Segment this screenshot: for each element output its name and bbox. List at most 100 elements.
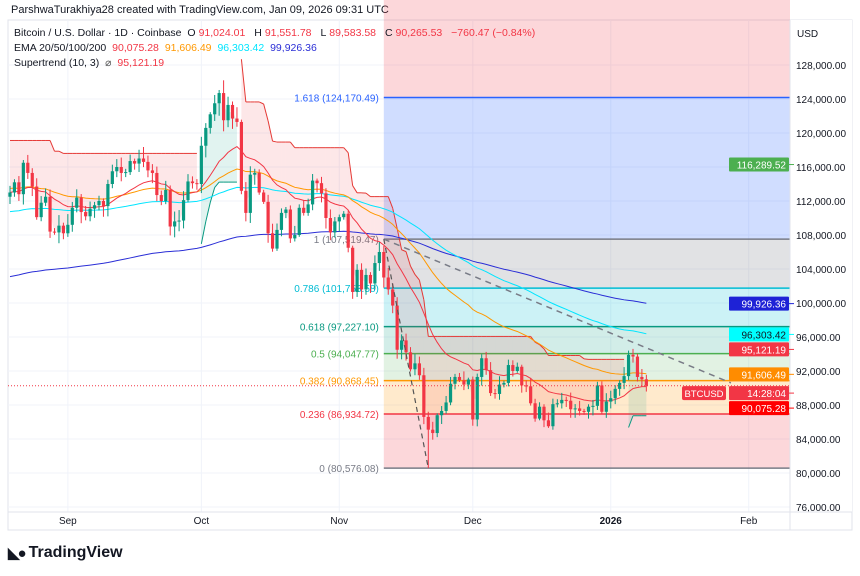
candle-body [542,406,546,421]
price-tick: 76,000.00 [796,503,841,514]
fib-band-1.618 [383,97,790,240]
change-value: −760.47 (−0.84%) [451,27,536,39]
supertrend-fill [428,336,433,432]
ema-row[interactable]: EMA 20/50/100/200 90,075.28 91,606.49 96… [14,41,538,56]
candle-body [284,209,288,213]
candle [586,404,591,419]
candle [533,398,537,422]
supertrend-fill [410,266,415,367]
candle [133,158,137,170]
eye-slash-icon[interactable]: ⌀ [105,57,112,69]
candle-body [377,252,381,264]
candle [66,214,70,237]
candle [159,190,163,206]
candle [257,169,261,195]
candle-body [79,197,83,213]
price-tick: 92,000.00 [796,367,841,378]
candle [355,264,359,297]
candle-body [337,217,341,222]
candle [604,393,608,418]
fib-zone-above [383,0,790,98]
fib-band-0.786 [383,288,790,327]
supertrend-line-segment [258,101,264,105]
candle [52,228,57,235]
supertrend-line-segment [209,187,216,203]
candle-body [181,200,186,221]
candle-body [395,305,399,350]
ema200-value: 99,926.36 [270,42,317,54]
supertrend-fill [214,98,220,188]
symbol-title[interactable]: Bitcoin / U.S. Dollar · 1D · Coinbase [14,27,182,39]
price-label-bg [729,386,789,401]
supertrend-fill [210,108,215,203]
candle-body [177,220,181,222]
candle [551,398,555,430]
candle [35,178,39,220]
supertrend-fill [575,355,580,410]
candle [578,400,582,416]
supertrend-line-segment [414,274,420,281]
price-tick: 88,000.00 [796,401,841,412]
candle-body [222,93,226,121]
candle [48,189,52,238]
candle-body [159,195,163,201]
candle-body [373,263,377,284]
price-label-bg [729,157,789,172]
candle [457,372,462,383]
tradingview-logo[interactable]: ◣● TradingView [8,544,123,562]
candle-body [413,363,417,370]
candle-body [457,376,462,381]
supertrend-fill [499,336,504,390]
candle [293,225,297,242]
candle [542,404,546,428]
low-label: L [320,27,327,39]
price-label: 99,926.36 [742,300,787,311]
candle [208,112,212,134]
candle [39,196,43,222]
price-label-bg [729,401,789,416]
candle-body [551,404,555,427]
supertrend-fill [406,251,411,361]
candle [311,174,315,211]
candle [217,89,221,116]
supertrend-fill [10,140,15,195]
supertrend-fill [544,348,549,424]
candle [631,348,635,363]
candle-body [644,379,648,386]
candle-body [453,376,457,384]
candle-body [618,382,622,389]
supertrend-fill [205,121,211,222]
candle [444,396,448,414]
supertrend-line-segment [392,208,398,229]
candle-body [364,274,368,290]
candle [573,404,577,418]
candle [306,198,310,216]
supertrend-fill [54,151,59,233]
candle-body [328,218,332,233]
price-tick: 96,000.00 [796,333,841,344]
candle-body [435,415,439,434]
candle-body [106,184,110,207]
candle [17,176,21,201]
candle-body [515,366,519,371]
candle [21,159,25,205]
price-tick: 104,000.00 [796,265,846,276]
supertrend-fill [343,147,349,231]
candle [137,149,141,172]
supertrend-fill [281,142,286,222]
candle [239,119,243,195]
candle [591,399,595,416]
candle-body [582,410,586,412]
candle [26,154,30,179]
supertrend-line-segment [214,181,220,188]
supertrend-row[interactable]: Supertrend (10, 3) ⌀ 95,121.19 [14,56,538,71]
candle [497,376,502,400]
candle [502,380,506,388]
candle [164,180,168,205]
brand-name: TradingView [28,544,123,561]
candle [413,354,417,376]
fib-band-0.236 [383,414,790,469]
high-label: H [254,27,262,39]
